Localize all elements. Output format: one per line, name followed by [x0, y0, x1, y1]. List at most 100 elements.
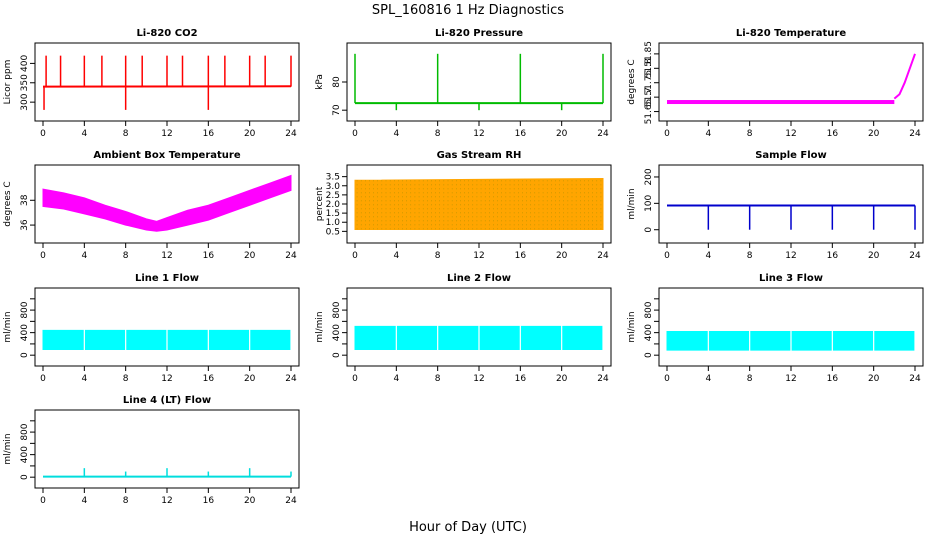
y-axis-label: ml/min [315, 311, 325, 342]
panel-title: Li-820 CO2 [136, 28, 197, 39]
y-tick-label: 2.0 [326, 200, 341, 210]
x-tick-label: 0 [664, 374, 670, 384]
x-tick-label: 20 [244, 496, 256, 506]
x-tick-label: 8 [435, 251, 441, 261]
x-tick-label: 20 [244, 129, 256, 139]
x-tick-label: 4 [393, 251, 399, 261]
x-tick-label: 0 [40, 251, 46, 261]
x-tick-label: 16 [203, 496, 215, 506]
y-tick-label: 100 [644, 194, 654, 211]
y-tick-label: 0 [332, 352, 342, 358]
x-tick-label: 12 [473, 129, 484, 139]
data-licor-temp [667, 53, 916, 105]
x-tick-label: 24 [909, 129, 921, 139]
data-sample-flow [667, 204, 916, 230]
y-tick-label: 2.5 [326, 191, 340, 201]
y-axis-label: degrees C [627, 59, 637, 104]
panel-title: Line 2 Flow [447, 273, 511, 284]
y-tick-label: 51.7 [644, 87, 654, 107]
y-tick-label: 3.0 [326, 182, 341, 192]
y-tick-label: 400 [20, 324, 30, 341]
y-tick-label: 400 [20, 446, 30, 463]
x-tick-label: 0 [40, 129, 46, 139]
x-tick-label: 24 [285, 374, 297, 384]
panel-licor-temp: Li-820 Temperature degrees C 0 4 8 12 16 20 24 51… [627, 28, 924, 139]
x-tick-label: 12 [785, 374, 796, 384]
y-tick-label: 51.75 [644, 70, 654, 96]
y-tick-label: 400 [332, 324, 342, 341]
y-tick-label: 80 [332, 76, 342, 88]
panel-line4: Line 4 (LT) Flow ml/min 0 4 8 12 16 20 24 0 400 800 [3, 395, 300, 506]
y-axis-label: percent [315, 186, 325, 221]
data-rh [354, 177, 604, 231]
x-tick-label: 4 [705, 374, 711, 384]
y-axis-label: kPa [315, 74, 325, 90]
y-axis-label: ml/min [3, 433, 13, 464]
data-line3 [666, 329, 916, 353]
panel-co2: Li-820 CO2 Licor ppm 0 4 8 12 16 20 24 300 350 400 [3, 28, 300, 139]
data-line1 [42, 328, 292, 352]
y-tick-label: 1.0 [326, 218, 341, 228]
y-tick-label: 1.5 [326, 209, 340, 219]
x-tick-label: 24 [597, 251, 609, 261]
x-tick-label: 8 [747, 374, 753, 384]
y-tick-label: 400 [644, 324, 654, 341]
x-tick-label: 0 [352, 129, 358, 139]
panel-title: Li-820 Temperature [736, 28, 846, 39]
panel-title: Line 4 (LT) Flow [123, 395, 211, 406]
panel-title: Sample Flow [755, 150, 827, 161]
data-box-temp [42, 174, 292, 232]
x-tick-label: 16 [827, 374, 839, 384]
panel-title: Ambient Box Temperature [93, 150, 240, 161]
plot-frame [658, 164, 924, 244]
x-tick-label: 4 [705, 129, 711, 139]
x-tick-label: 4 [393, 374, 399, 384]
panel-box-temp: Ambient Box Temperature degrees C 0 4 8 12 16 2… [3, 150, 300, 261]
x-tick-label: 20 [556, 374, 568, 384]
x-tick-label: 12 [473, 251, 484, 261]
panel-title: Gas Stream RH [437, 150, 522, 161]
y-tick-label: 0 [644, 352, 654, 358]
data-line2 [354, 324, 604, 352]
x-tick-label: 8 [435, 129, 441, 139]
y-axis-label: ml/min [3, 311, 13, 342]
x-tick-label: 20 [556, 129, 568, 139]
x-tick-label: 8 [123, 374, 129, 384]
x-tick-label: 24 [909, 251, 921, 261]
x-tick-label: 8 [123, 251, 129, 261]
data-line4 [43, 468, 292, 478]
figure-xlabel: Hour of Day (UTC) [409, 520, 527, 535]
x-tick-label: 8 [747, 129, 753, 139]
x-tick-label: 24 [285, 496, 297, 506]
x-tick-label: 12 [161, 496, 172, 506]
x-tick-label: 24 [285, 129, 297, 139]
y-tick-label: 200 [644, 168, 654, 185]
x-tick-label: 20 [244, 251, 256, 261]
x-tick-label: 20 [556, 251, 568, 261]
y-axis-label: degrees C [3, 181, 13, 226]
x-tick-label: 24 [909, 374, 921, 384]
x-tick-label: 8 [123, 496, 129, 506]
data-envelope [354, 177, 604, 231]
x-tick-label: 20 [868, 251, 880, 261]
x-tick-label: 4 [705, 251, 711, 261]
x-tick-label: 24 [597, 129, 609, 139]
x-tick-label: 16 [515, 374, 527, 384]
panel-rh: Gas Stream RH percent 0 4 8 12 16 20 24 0.51.01.5… [315, 150, 612, 261]
y-tick-label: 51.65 [644, 99, 654, 125]
x-tick-label: 12 [473, 374, 484, 384]
x-tick-label: 20 [868, 129, 880, 139]
x-tick-label: 12 [161, 251, 172, 261]
x-tick-label: 4 [81, 129, 87, 139]
x-tick-label: 4 [81, 374, 87, 384]
data-co2 [42, 55, 292, 110]
y-tick-label: 0 [20, 474, 30, 480]
y-tick-label: 350 [20, 74, 30, 91]
x-tick-label: 16 [515, 251, 527, 261]
x-tick-label: 16 [203, 374, 215, 384]
plot-frame [658, 287, 924, 367]
x-tick-label: 8 [435, 374, 441, 384]
y-tick-label: 800 [332, 301, 342, 318]
x-tick-label: 12 [161, 129, 172, 139]
